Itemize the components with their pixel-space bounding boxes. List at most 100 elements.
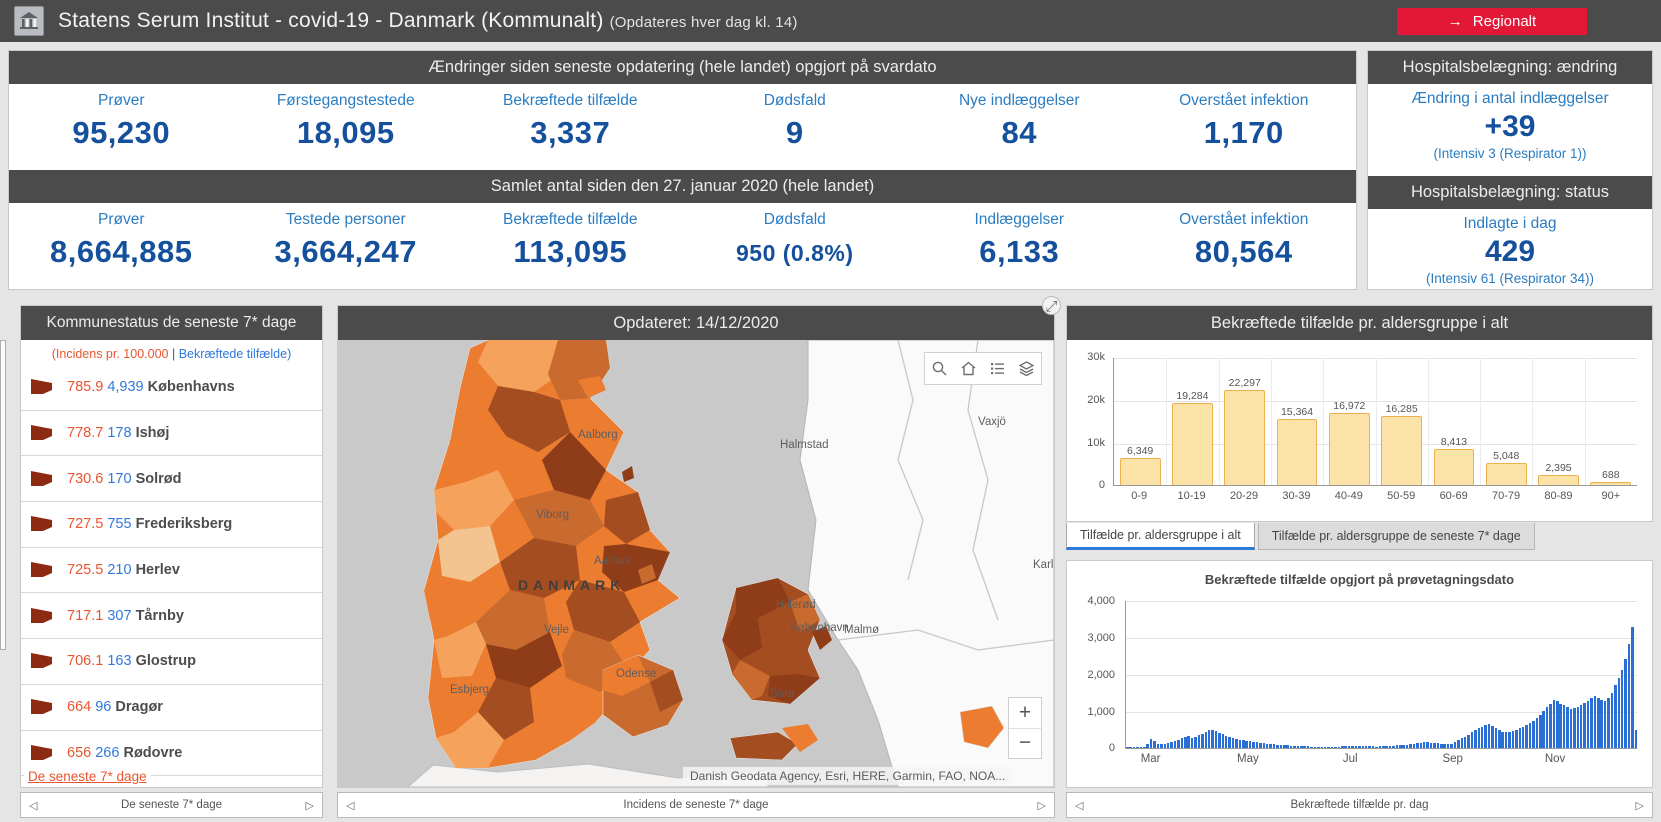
list-item-ish-j[interactable]: 778.7 178 Ishøj xyxy=(21,410,322,457)
stat-label: Prøver xyxy=(98,211,145,228)
search-icon[interactable] xyxy=(931,360,948,377)
layers-icon[interactable] xyxy=(1018,360,1035,377)
map-label-odense: Odense xyxy=(616,668,656,680)
y-tick: 20k xyxy=(1087,394,1105,406)
municipality-name: Frederiksberg xyxy=(135,516,233,533)
hospital-status-note: (Intensiv 61 (Respirator 34)) xyxy=(1425,271,1595,286)
daily-bar xyxy=(1627,644,1631,748)
prev-arrow-icon[interactable]: ◁ xyxy=(29,799,38,812)
stat-value: 84 xyxy=(1001,115,1037,150)
daily-bar xyxy=(1385,746,1388,748)
x-tick: 20-29 xyxy=(1229,490,1259,502)
map-label-hillerod: Hillerød xyxy=(776,599,816,611)
bar-value-label: 16,972 xyxy=(1333,400,1366,412)
x-tick: 0-9 xyxy=(1131,490,1148,502)
list-item-herlev[interactable]: 725.5 210 Herlev xyxy=(21,547,322,594)
daily-bar xyxy=(1156,744,1160,748)
stat-value: 80,564 xyxy=(1194,234,1293,269)
daily-bar xyxy=(1610,692,1614,748)
bar xyxy=(1224,390,1266,485)
next-arrow-icon[interactable]: ▷ xyxy=(1635,799,1644,812)
list-item-frederiksberg[interactable]: 727.5 755 Frederiksberg xyxy=(21,502,322,548)
daily-bar xyxy=(1283,745,1286,748)
left-scrollbar[interactable] xyxy=(0,340,6,650)
list-item-glostrup[interactable]: 706.1 163 Glostrup xyxy=(21,639,322,685)
stat-indl-ggelser: Indlæggelser 6,133 xyxy=(907,203,1132,289)
stat-value: 3,664,247 xyxy=(274,234,417,269)
y-tick: 10k xyxy=(1087,437,1105,449)
list-item-solr-d[interactable]: 730.6 170 Solrød xyxy=(21,456,322,503)
daily-bar xyxy=(1535,717,1539,748)
age-bar-60-69: 8,413 xyxy=(1428,357,1480,485)
daily-bar xyxy=(1573,708,1576,748)
daily-bar xyxy=(1556,701,1559,748)
stat-pr-ver: Prøver 8,664,885 xyxy=(9,203,234,289)
daily-bar xyxy=(1412,743,1416,748)
incidence-value: 730.6 xyxy=(67,470,104,487)
daily-bar xyxy=(1603,701,1607,748)
zoom-out-button[interactable]: − xyxy=(1018,731,1032,755)
regional-button[interactable]: → Regionalt xyxy=(1397,8,1587,35)
daily-bar xyxy=(1634,729,1638,748)
daily-bar xyxy=(1197,735,1201,748)
daily-x-labels: Mar May Jul Sep Nov xyxy=(1125,753,1637,767)
stat-label: Testede personer xyxy=(285,211,406,228)
map-expand-icon[interactable]: ⤢ xyxy=(1042,296,1061,315)
daily-bar xyxy=(1617,677,1621,748)
daily-bar xyxy=(1474,730,1477,748)
daily-bar xyxy=(1549,703,1552,748)
bar-value-label: 15,364 xyxy=(1280,406,1314,418)
x-tick: 30-39 xyxy=(1282,490,1311,502)
daily-bar xyxy=(1323,746,1327,748)
daily-bar xyxy=(1126,747,1129,748)
daily-bar xyxy=(1218,732,1221,748)
next-arrow-icon[interactable]: ▷ xyxy=(1037,799,1046,812)
map-label-karl: Karl xyxy=(1033,559,1053,571)
daily-bar xyxy=(1562,705,1566,748)
municipality-name: Rødovre xyxy=(123,744,183,761)
home-icon[interactable] xyxy=(960,360,977,377)
y-tick: 0 xyxy=(1108,742,1115,754)
cases-value: 178 xyxy=(107,425,132,442)
map-label-malmo: Malmø xyxy=(844,624,879,636)
zoom-in-button[interactable]: + xyxy=(1009,698,1041,729)
next-arrow-icon[interactable]: ▷ xyxy=(305,799,314,812)
municipality-list: 785.9 4,939 Københavns 778.7 178 Ishøj 730… xyxy=(21,365,322,777)
daily-bar xyxy=(1480,726,1484,748)
daily-bar xyxy=(1221,734,1225,748)
daily-bar xyxy=(1248,741,1252,748)
month-tick: May xyxy=(1237,753,1259,765)
daily-bar xyxy=(1327,746,1330,748)
map-label-vejle: Vejle xyxy=(544,624,569,636)
age-chart-header: Bekræftede tilfælde pr. aldersgruppe i a… xyxy=(1067,306,1652,340)
stat-label: Dødsfald xyxy=(763,211,826,228)
age-bar-10-19: 19,284 xyxy=(1166,357,1218,485)
prev-arrow-icon[interactable]: ◁ xyxy=(346,799,355,812)
tab-age-all[interactable]: Tilfælde pr. aldersgruppe i alt xyxy=(1066,523,1255,550)
stat-testede-personer: Testede personer 3,664,247 xyxy=(234,203,459,289)
list-item-k-benhavns[interactable]: 785.9 4,939 Københavns xyxy=(21,365,322,411)
cases-value: 755 xyxy=(107,516,132,533)
bar xyxy=(1328,413,1370,485)
flag-icon xyxy=(31,379,52,395)
daily-bar xyxy=(1146,743,1149,748)
incidence-value: 664 xyxy=(67,699,92,716)
municipality-name: Tårnby xyxy=(135,607,184,624)
map-label-esbjerg: Esbjerg xyxy=(450,684,489,696)
daily-bar xyxy=(1265,743,1269,748)
stat-label: Prøver xyxy=(98,92,145,109)
map-canvas[interactable]: Aalborg Viborg Aarhus DANMARK Vejle Esbj… xyxy=(338,340,1054,787)
daily-bar xyxy=(1422,742,1426,748)
seven-days-link[interactable]: De seneste 7* dage xyxy=(24,768,151,785)
prev-arrow-icon[interactable]: ◁ xyxy=(1075,799,1084,812)
stat-value: 6,133 xyxy=(979,234,1060,269)
daily-bar xyxy=(1600,700,1603,748)
tab-age-7days[interactable]: Tilfælde pr. aldersgruppe de seneste 7* … xyxy=(1257,523,1535,550)
legend-list-icon[interactable] xyxy=(989,360,1006,377)
list-item-drag-r[interactable]: 664 96 Dragør xyxy=(21,684,322,731)
list-item-t-rnby[interactable]: 717.1 307 Tårnby xyxy=(21,593,322,640)
stat-value: 1,170 xyxy=(1203,115,1284,150)
daily-bar xyxy=(1583,702,1586,748)
daily-bar xyxy=(1597,698,1600,748)
